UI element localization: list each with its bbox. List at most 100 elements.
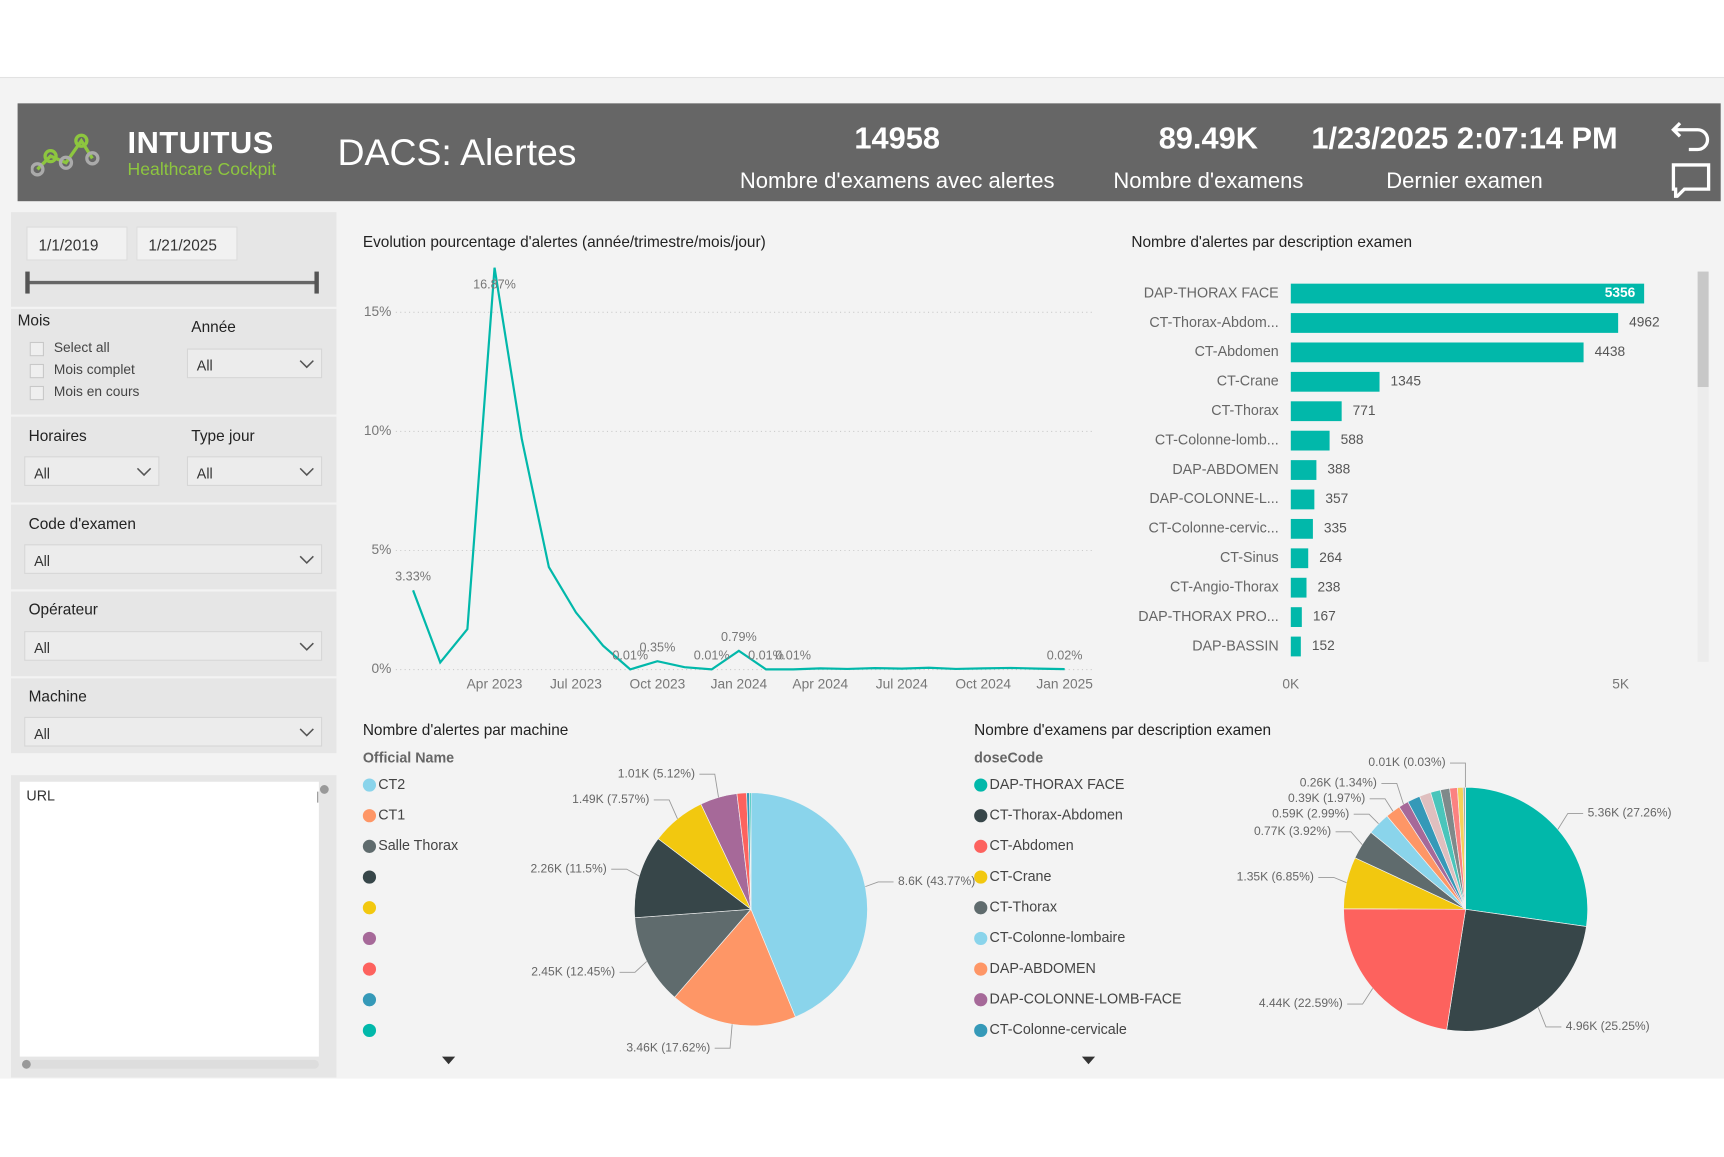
filter-label: Machine (28, 687, 87, 705)
category-label: DAP-BASSIN (1192, 638, 1279, 654)
date-slider[interactable] (22, 269, 323, 295)
legend-more[interactable] (1081, 1056, 1096, 1065)
chart-title: Nombre d'examens par description examen (974, 722, 1271, 739)
pie-slice (1343, 908, 1467, 1031)
leader-line (1318, 876, 1347, 884)
header-icons[interactable] (1669, 108, 1713, 198)
scroll-track (1697, 271, 1709, 662)
category-label: CT-Colonne-cervic... (1149, 521, 1279, 537)
legend-marker (362, 931, 377, 946)
date-start[interactable]: 1/1/2019 (26, 226, 128, 261)
data-label: 0.59K (2.99%) (1272, 806, 1349, 820)
leader-line (1353, 813, 1379, 825)
legend-marker (974, 993, 988, 1007)
leader-line (611, 868, 640, 877)
data-label: 4.44K (22.59%) (1259, 996, 1343, 1010)
data-label: 335 (1324, 520, 1347, 535)
data-label: 0.79% (721, 630, 757, 644)
dropdown[interactable]: All (186, 348, 323, 379)
checkbox[interactable] (29, 363, 44, 379)
dashboard-title: DACS: Alertes (337, 131, 577, 174)
x-tick-label: Apr 2024 (792, 677, 848, 692)
data-label: 5356 (1605, 285, 1636, 300)
checkbox[interactable] (29, 385, 44, 401)
x-tick-label: Apr 2023 (467, 677, 523, 692)
pie-slice (674, 908, 796, 1027)
legend-marker (362, 901, 377, 915)
data-label: 388 (1327, 462, 1350, 477)
data-label: 2.45K (12.45%) (531, 964, 615, 978)
pie-slice (634, 908, 752, 998)
legend-marker (362, 839, 377, 853)
leader-line (1381, 782, 1404, 805)
filter-label: Opérateur (28, 600, 98, 618)
data-label: 357 (1325, 491, 1348, 506)
x-tick-label: Jul 2023 (550, 677, 602, 692)
category-label: CT-Thorax-Abdom... (1149, 315, 1278, 331)
dropdown-value: All (34, 725, 50, 743)
y-tick-label: 10% (364, 423, 392, 438)
filter-label: Type jour (191, 426, 255, 445)
dropdown[interactable]: All (24, 716, 323, 747)
legend-more[interactable] (441, 1056, 456, 1065)
legend-marker (974, 839, 988, 853)
leader-line (653, 799, 678, 819)
url-box[interactable] (19, 781, 319, 1057)
bar (1290, 607, 1302, 627)
kpi-label: Dernier examen (1386, 169, 1543, 194)
legend-marker (362, 1023, 377, 1038)
x-tick-label: Jan 2025 (1036, 677, 1093, 692)
leader-line (1369, 798, 1394, 812)
legend-label: DAP-COLONNE-LOMB-FACE (990, 992, 1182, 1008)
category-label: CT-Thorax (1211, 403, 1278, 419)
category-label: DAP-THORAX PRO... (1138, 609, 1278, 625)
leader-line (1557, 813, 1584, 830)
date-end[interactable]: 1/21/2025 (136, 226, 238, 261)
filter-label: Mois (17, 311, 51, 329)
legend-label: DAP-THORAX FACE (990, 777, 1125, 793)
legend-label: CT2 (378, 777, 405, 793)
brand: INTUITUS (127, 125, 274, 160)
data-label: 1345 (1391, 373, 1422, 388)
y-tick-label: 15% (364, 304, 392, 319)
data-label: 0.01% (612, 649, 648, 663)
scroll-thumb[interactable] (1697, 271, 1709, 388)
legend-label: CT-Abdomen (990, 838, 1074, 854)
separator (10, 589, 337, 592)
data-label: 2.26K (11.5%) (530, 861, 606, 875)
dropdown[interactable]: All (24, 456, 160, 486)
dropdown[interactable]: All (186, 456, 323, 486)
data-label: 771 (1353, 403, 1376, 418)
separator (10, 306, 337, 309)
category-label: CT-Crane (1217, 374, 1279, 390)
bar (1290, 636, 1301, 657)
y-tick-label: 0% (372, 661, 392, 676)
filter-label: Code d'examen (28, 514, 136, 533)
legend-marker (974, 1023, 988, 1038)
legend-label: CT-Thorax-Abdomen (990, 807, 1123, 823)
bar (1290, 577, 1307, 598)
filter-label: Horaires (28, 426, 87, 445)
data-label: 238 (1317, 579, 1340, 594)
legend-marker (362, 962, 377, 976)
separator (10, 502, 337, 505)
tagline: Healthcare Cockpit (127, 160, 277, 180)
dropdown[interactable]: All (24, 544, 323, 574)
dropdown-value: All (196, 465, 213, 482)
separator (10, 414, 337, 417)
leader-line (699, 773, 719, 798)
category-label: DAP-ABDOMEN (1172, 462, 1278, 478)
data-label: 0.01K (0.03%) (1368, 755, 1445, 769)
x-tick-label: 5K (1612, 677, 1629, 692)
bar (1290, 489, 1315, 510)
leader-line (619, 961, 648, 973)
checkbox[interactable] (29, 341, 44, 357)
dropdown-value: All (34, 465, 50, 482)
separator (10, 676, 337, 679)
legend-marker (974, 901, 988, 915)
leader-line (1450, 762, 1466, 788)
dropdown[interactable]: All (24, 631, 323, 661)
legend-marker (974, 931, 988, 946)
